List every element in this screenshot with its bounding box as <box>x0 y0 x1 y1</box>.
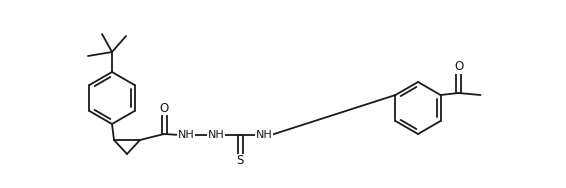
Text: O: O <box>454 61 463 74</box>
Text: NH: NH <box>208 130 224 140</box>
Text: NH: NH <box>178 130 194 140</box>
Text: NH: NH <box>256 130 272 140</box>
Text: S: S <box>237 155 244 168</box>
Text: O: O <box>160 102 169 114</box>
